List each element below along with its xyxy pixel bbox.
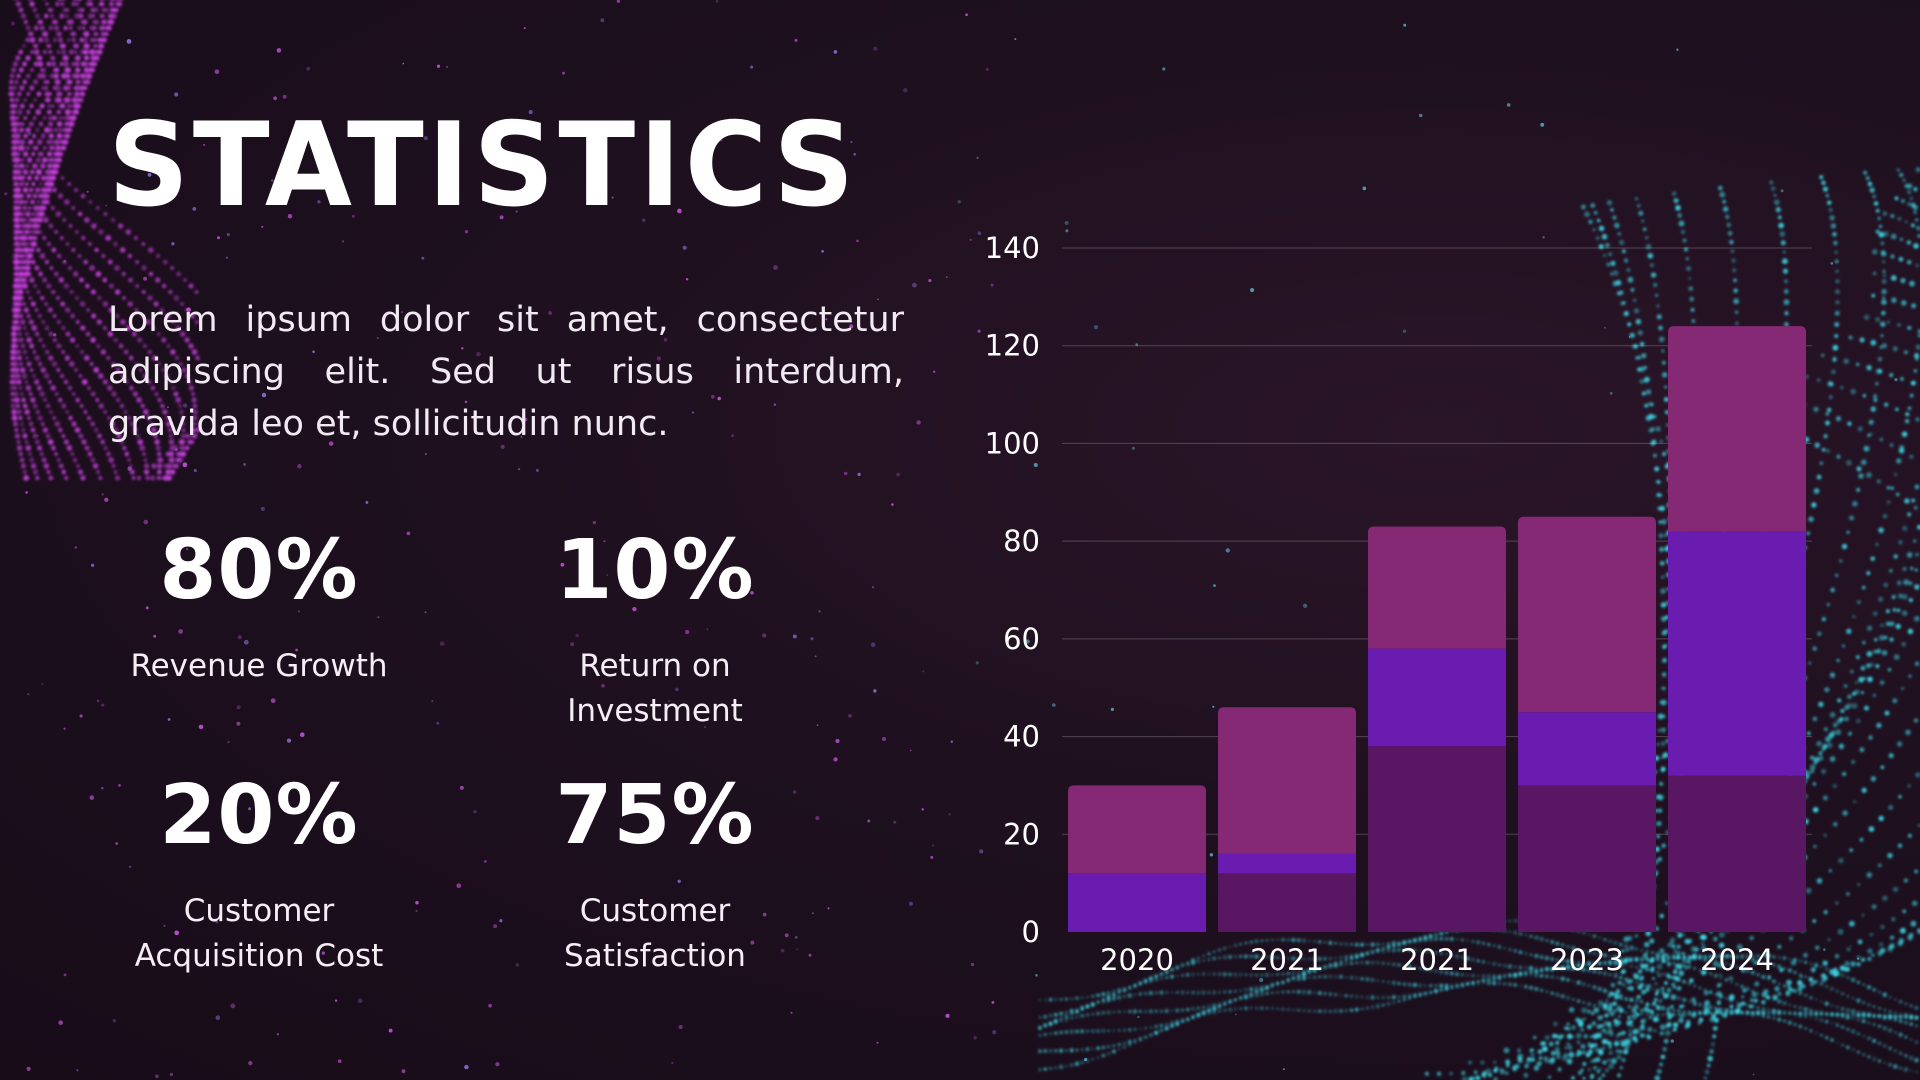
bar-segment xyxy=(1668,531,1806,776)
stat-return-on-investment: 10% Return on Investment xyxy=(455,530,855,734)
x-tick-label: 2024 xyxy=(1700,943,1774,977)
y-tick-label: 80 xyxy=(1003,524,1040,558)
bar-segment xyxy=(1518,712,1656,786)
star-field xyxy=(4,0,1898,1079)
bar-segment xyxy=(1218,853,1356,874)
y-tick-label: 40 xyxy=(1003,720,1040,754)
y-tick-label: 20 xyxy=(1003,817,1040,851)
stat-revenue-growth: 80% Revenue Growth xyxy=(59,530,459,689)
stat-value: 80% xyxy=(159,523,359,618)
x-tick-label: 2020 xyxy=(1100,943,1174,977)
x-tick-label: 2021 xyxy=(1400,943,1474,977)
stat-label: Return on Investment xyxy=(567,648,743,729)
stat-customer-acquisition-cost: 20% Customer Acquisition Cost xyxy=(59,775,459,979)
bar-group-3 xyxy=(1518,516,1656,932)
bar-segment xyxy=(1068,873,1206,932)
bar-segment xyxy=(1068,785,1206,874)
bar-segment xyxy=(1368,526,1506,649)
slide-description: Lorem ipsum dolor sit amet, consectetur … xyxy=(108,300,904,444)
y-tick-label: 60 xyxy=(1003,622,1040,656)
slide-title: STATISTICS xyxy=(108,98,859,233)
left-particle-wave xyxy=(8,0,201,481)
x-tick-label: 2023 xyxy=(1550,943,1624,977)
stat-value: 10% xyxy=(555,523,755,618)
bar-segment xyxy=(1218,707,1356,854)
stat-value: 20% xyxy=(159,768,359,863)
bar-group-1 xyxy=(1218,707,1356,932)
bar-group-2 xyxy=(1368,526,1506,932)
y-tick-label: 140 xyxy=(985,231,1040,265)
bar-segment xyxy=(1668,775,1806,932)
stat-label: Customer Satisfaction xyxy=(564,893,746,974)
bar-group-0 xyxy=(1068,785,1206,932)
bar-segment xyxy=(1518,516,1656,713)
x-tick-label: 2021 xyxy=(1250,943,1324,977)
stat-label: Customer Acquisition Cost xyxy=(134,893,384,974)
stat-customer-satisfaction: 75% Customer Satisfaction xyxy=(455,775,855,979)
bar-segment xyxy=(1518,785,1656,932)
bar-segment xyxy=(1368,746,1506,932)
stat-label: Revenue Growth xyxy=(130,648,388,684)
bar-segment xyxy=(1218,873,1356,932)
stacked-bar-chart: 0 20 40 60 80 100 120 140 2020 2021 2021 2023 2024 xyxy=(985,231,1812,977)
y-tick-label: 120 xyxy=(985,329,1040,363)
bar-segment xyxy=(1668,326,1806,532)
bar-group-4 xyxy=(1668,326,1806,932)
y-tick-label: 100 xyxy=(985,426,1040,460)
bar-segment xyxy=(1368,648,1506,747)
y-tick-label: 0 xyxy=(1022,915,1040,949)
stat-value: 75% xyxy=(555,768,755,863)
